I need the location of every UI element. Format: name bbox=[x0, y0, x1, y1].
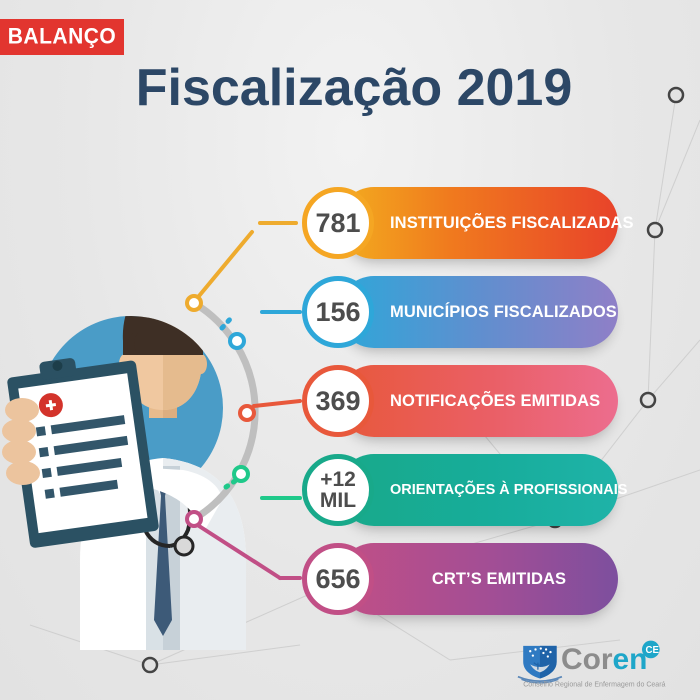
svg-text:Conselho Regional de Enfermage: Conselho Regional de Enfermagem do Ceará bbox=[523, 681, 665, 688]
svg-text:Coren: Coren bbox=[561, 643, 647, 676]
svg-text:CE: CE bbox=[646, 645, 660, 656]
